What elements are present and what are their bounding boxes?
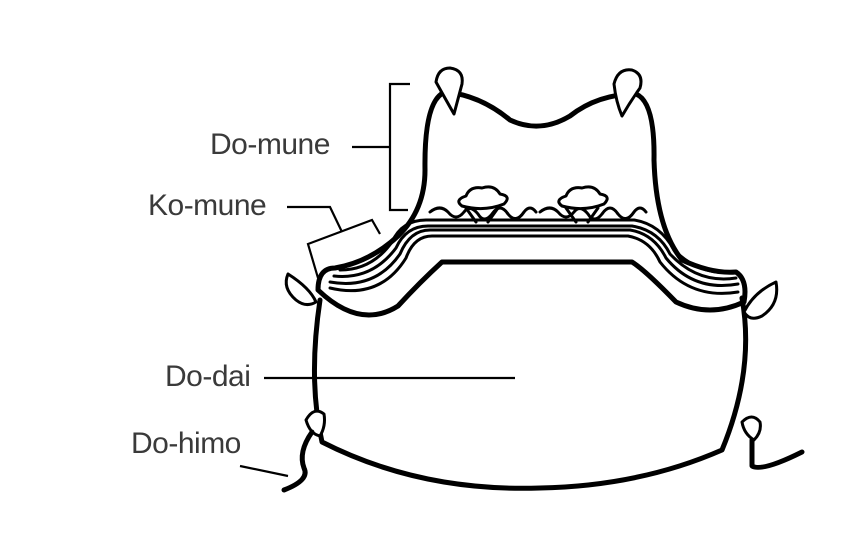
do-dai-label: Do-dai — [165, 360, 251, 393]
leader-lines — [239, 82, 515, 478]
ko-mune-bands — [328, 218, 740, 295]
ko-mune-bracket — [306, 218, 381, 279]
right-side-loop — [742, 280, 779, 320]
do-dai-body — [312, 295, 749, 491]
left-top-loop — [434, 66, 464, 116]
ko-mune-leader — [287, 205, 343, 233]
do-himo-cords — [281, 409, 805, 493]
left-side-loop — [284, 272, 318, 307]
do-himo-leader — [239, 464, 289, 478]
ko-mune-label: Ko-mune — [148, 189, 267, 222]
do-mune-bracket — [388, 82, 410, 212]
do-himo-label: Do-himo — [131, 427, 241, 460]
crest-motifs — [428, 185, 648, 224]
do-mune-label: Do-mune — [210, 128, 330, 161]
do-mune-plate — [315, 89, 748, 318]
right-top-loop — [612, 68, 643, 118]
